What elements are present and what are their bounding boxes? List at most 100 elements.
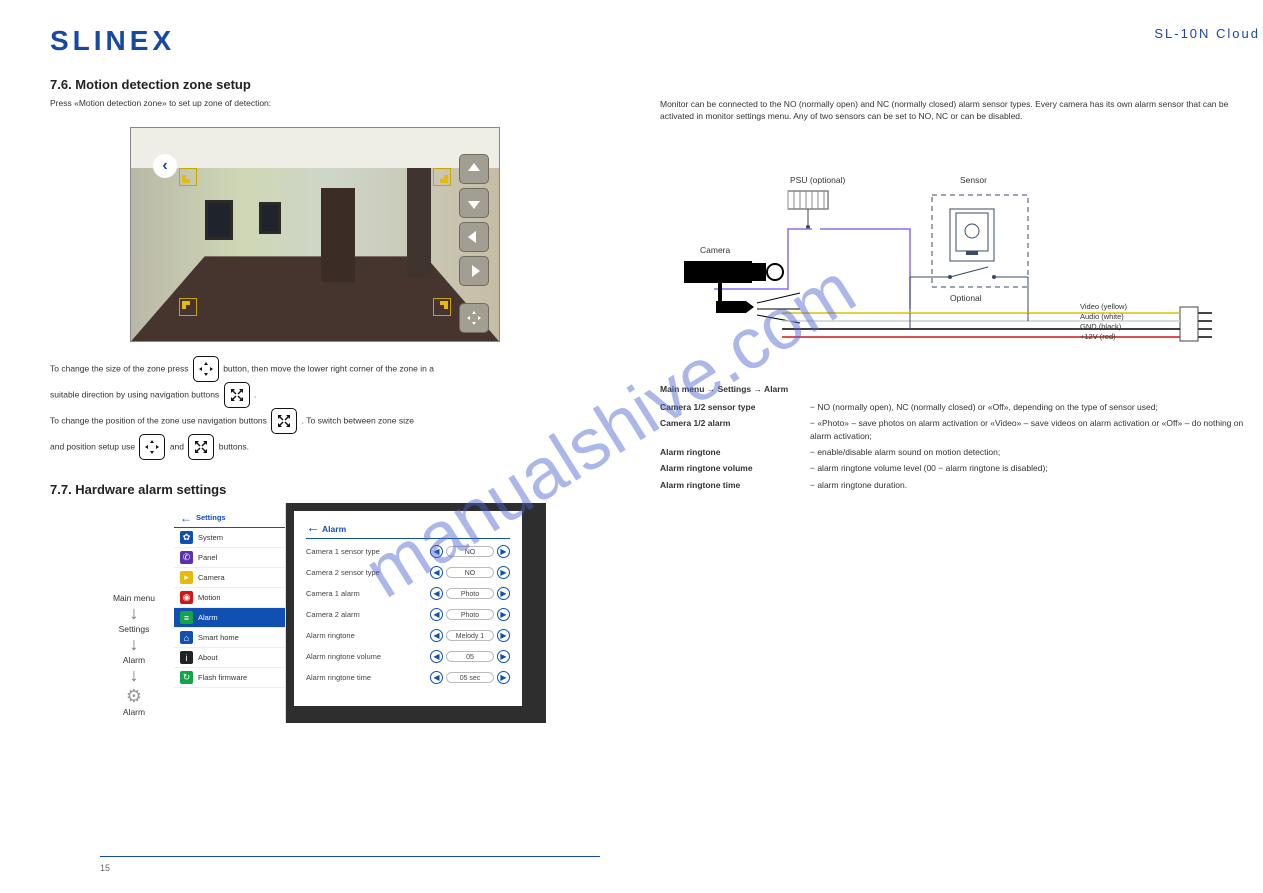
brand-logo: SLINEX bbox=[50, 25, 650, 57]
settings-header: ← Settings bbox=[174, 508, 285, 528]
menu-label: Alarm bbox=[198, 613, 218, 622]
setting-label: Camera 1 alarm bbox=[306, 589, 411, 598]
alarm-setting-row: Camera 2 alarm ◀Photo▶ bbox=[306, 606, 510, 623]
zone-corner-bl-icon[interactable] bbox=[179, 298, 197, 316]
left-page: SLINEX 7.6. Motion detection zone setup … bbox=[50, 25, 650, 723]
sidebar-item-smart-home[interactable]: ⌂Smart home bbox=[174, 628, 285, 648]
setting-value: 05 bbox=[446, 651, 494, 662]
sidebar-item-panel[interactable]: ✆Panel bbox=[174, 548, 285, 568]
menu-icon: i bbox=[180, 651, 193, 664]
settings-definition-row: Camera 1/2 sensor type− NO (normally ope… bbox=[660, 401, 1260, 413]
increment-button[interactable]: ▶ bbox=[497, 587, 510, 600]
menu-icon: ▸ bbox=[180, 571, 193, 584]
arrow-down-icon: ↓ bbox=[104, 634, 164, 655]
settings-sidebar: ← Settings ✿System✆Panel ▸ Camera ◉ Motion ≡A… bbox=[174, 503, 286, 723]
settings-key: Alarm ringtone bbox=[660, 446, 810, 458]
picture-frame bbox=[205, 200, 233, 240]
settings-key: Alarm ringtone volume bbox=[660, 462, 810, 474]
zone-mode-button[interactable] bbox=[459, 303, 489, 333]
camera-label: Camera bbox=[700, 245, 731, 255]
expand-diag-icon bbox=[188, 434, 214, 460]
sidebar-item-system[interactable]: ✿System bbox=[174, 528, 285, 548]
sidebar-item-alarm[interactable]: ≡Alarm bbox=[174, 608, 285, 628]
alarm-panel: ← Alarm Camera 1 sensor type◀NO▶Camera 2… bbox=[294, 511, 522, 706]
zone-corner-tr-icon[interactable] bbox=[433, 168, 451, 186]
decrement-button[interactable]: ◀ bbox=[430, 650, 443, 663]
decrement-button[interactable]: ◀ bbox=[430, 629, 443, 642]
flow-step: Main menu bbox=[104, 593, 164, 603]
increment-button[interactable]: ▶ bbox=[497, 671, 510, 684]
setting-label: Camera 2 sensor type bbox=[306, 568, 411, 577]
setting-label: Camera 2 alarm bbox=[306, 610, 411, 619]
alarm-title: 7.7. Hardware alarm settings bbox=[50, 482, 650, 497]
sidebar-item-motion[interactable]: ◉ Motion bbox=[174, 588, 285, 608]
alarm-settings-list: Camera 1/2 sensor type− NO (normally ope… bbox=[660, 401, 1260, 491]
menu-icon: ✿ bbox=[180, 531, 193, 544]
wire-label: +12V (red) bbox=[1080, 332, 1116, 341]
sidebar-item-camera[interactable]: ▸ Camera bbox=[174, 568, 285, 588]
settings-value: − enable/disable alarm sound on motion d… bbox=[810, 446, 1260, 458]
decrement-button[interactable]: ◀ bbox=[430, 671, 443, 684]
md-zone-title: 7.6. Motion detection zone setup bbox=[50, 77, 650, 92]
arrow-down-button[interactable] bbox=[459, 188, 489, 218]
menu-label: Motion bbox=[198, 593, 221, 602]
decrement-button[interactable]: ◀ bbox=[430, 587, 443, 600]
decrement-button[interactable]: ◀ bbox=[430, 545, 443, 558]
settings-definition-row: Alarm ringtone− enable/disable alarm sou… bbox=[660, 446, 1260, 458]
md-zone-preview: ‹ bbox=[130, 127, 500, 342]
alarm-setting-row: Camera 1 sensor type ◀NO▶ bbox=[306, 543, 510, 560]
menu-label: Camera bbox=[198, 573, 225, 582]
product-model: SL-10N Cloud bbox=[660, 25, 1260, 43]
setting-label: Camera 1 sensor type bbox=[306, 547, 411, 556]
chevron-left-icon: ‹ bbox=[162, 157, 167, 175]
alarm-setting-row: Camera 2 sensor type ◀NO▶ bbox=[306, 564, 510, 581]
setting-value: NO bbox=[446, 567, 494, 578]
increment-button[interactable]: ▶ bbox=[497, 608, 510, 621]
expand-diag-icon bbox=[271, 408, 297, 434]
setting-value: Melody 1 bbox=[446, 630, 494, 641]
settings-value: − alarm ringtone volume level (00 − alar… bbox=[810, 462, 1260, 474]
decrement-button[interactable]: ◀ bbox=[430, 608, 443, 621]
setting-value: Photo bbox=[446, 609, 494, 620]
arrow-down-icon: ↓ bbox=[104, 603, 164, 624]
wire-label: Audio (white) bbox=[1080, 312, 1124, 321]
move-out-icon bbox=[139, 434, 165, 460]
settings-path-title: Main menu → Settings → Alarm bbox=[660, 383, 1260, 395]
increment-button[interactable]: ▶ bbox=[497, 650, 510, 663]
menu-icon: ✆ bbox=[180, 551, 193, 564]
decrement-button[interactable]: ◀ bbox=[430, 566, 443, 579]
back-arrow-icon[interactable]: ← bbox=[306, 519, 320, 535]
picture-frame bbox=[259, 202, 281, 234]
settings-value: − alarm ringtone duration. bbox=[810, 479, 1260, 491]
back-arrow-icon[interactable]: ← bbox=[180, 511, 192, 525]
arrow-right-button[interactable] bbox=[459, 256, 489, 286]
setting-label: Alarm ringtone bbox=[306, 631, 411, 640]
setting-label: Alarm ringtone volume bbox=[306, 652, 411, 661]
settings-key: Camera 1/2 alarm bbox=[660, 417, 810, 442]
setting-value: Photo bbox=[446, 588, 494, 599]
md-zone-intro: Press «Motion detection zone» to set up … bbox=[50, 97, 650, 109]
sidebar-item-flash-firmware[interactable]: ↻Flash firmware bbox=[174, 668, 285, 688]
arrow-left-button[interactable] bbox=[459, 222, 489, 252]
settings-key: Alarm ringtone time bbox=[660, 479, 810, 491]
increment-button[interactable]: ▶ bbox=[497, 545, 510, 558]
arrow-up-button[interactable] bbox=[459, 154, 489, 184]
zone-corner-br-icon[interactable] bbox=[433, 298, 451, 316]
optional-label: Optional bbox=[950, 293, 982, 303]
flow-step: Settings bbox=[104, 624, 164, 634]
settings-definition-row: Alarm ringtone time− alarm ringtone dura… bbox=[660, 479, 1260, 491]
setting-value: NO bbox=[446, 546, 494, 557]
settings-value: − «Photo» – save photos on alarm activat… bbox=[810, 417, 1260, 442]
increment-button[interactable]: ▶ bbox=[497, 566, 510, 579]
alarm-setting-row: Alarm ringtone ◀Melody 1▶ bbox=[306, 627, 510, 644]
psu-label: PSU (optional) bbox=[790, 175, 845, 185]
wire-label: GND (black) bbox=[1080, 322, 1122, 331]
setting-label: Alarm ringtone time bbox=[306, 673, 411, 682]
settings-definition-row: Camera 1/2 alarm− «Photo» – save photos … bbox=[660, 417, 1260, 442]
right-page: SL-10N Cloud Monitor can be connected to… bbox=[660, 25, 1260, 491]
back-button[interactable]: ‹ bbox=[153, 154, 177, 178]
increment-button[interactable]: ▶ bbox=[497, 629, 510, 642]
zone-corner-tl-icon[interactable] bbox=[179, 168, 197, 186]
menu-icon: ◉ bbox=[180, 591, 193, 604]
sidebar-item-about[interactable]: iAbout bbox=[174, 648, 285, 668]
